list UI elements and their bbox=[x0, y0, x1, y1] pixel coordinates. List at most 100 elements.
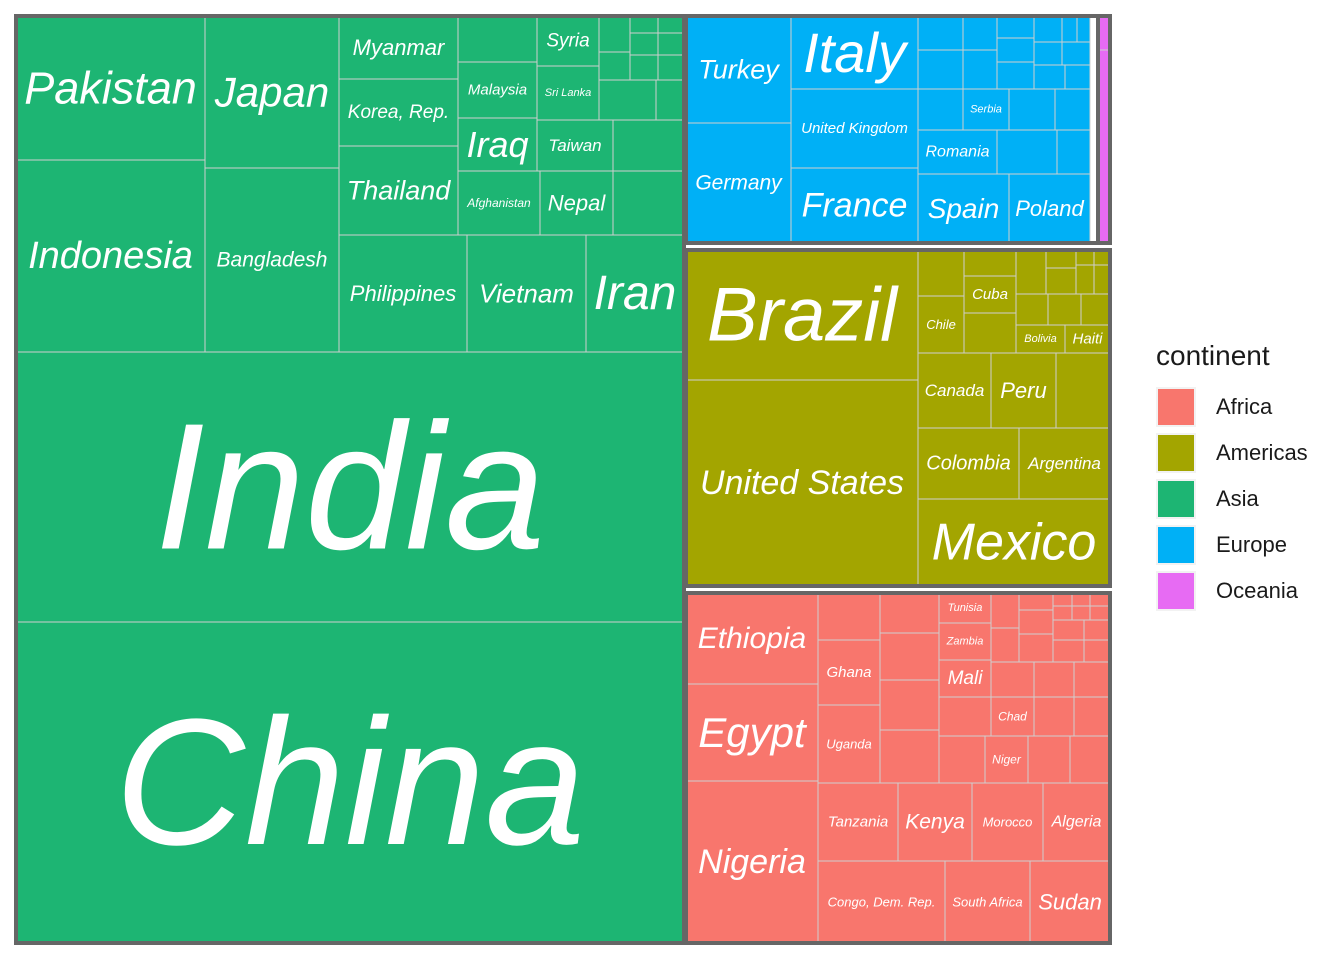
tile-unlabeled bbox=[963, 312, 1017, 354]
tile-unlabeled bbox=[629, 54, 659, 81]
tile-unlabeled bbox=[629, 32, 659, 56]
label-serbia: Serbia bbox=[970, 104, 1002, 116]
tile-unlabeled bbox=[1056, 129, 1091, 175]
tile-unlabeled bbox=[1018, 592, 1054, 611]
legend-swatch-asia bbox=[1156, 479, 1196, 519]
label-algeria: Algeria bbox=[1051, 814, 1102, 831]
tile-unlabeled bbox=[1033, 64, 1066, 90]
label-morocco: Morocco bbox=[983, 815, 1033, 830]
label-romania: Romania bbox=[925, 144, 989, 161]
label-sudan: Sudan bbox=[1038, 890, 1102, 915]
tile-myanmar bbox=[338, 15, 459, 80]
tile-unlabeled bbox=[1018, 609, 1054, 635]
tile-tunisia bbox=[938, 592, 992, 624]
tile-unlabeled bbox=[1033, 661, 1075, 698]
tile-unlabeled bbox=[1076, 15, 1091, 43]
tile-pakistan bbox=[15, 15, 206, 161]
tile-unlabeled bbox=[1064, 64, 1091, 90]
tile-niger bbox=[984, 735, 1029, 784]
continent-group-europe bbox=[685, 15, 1091, 244]
label-chile: Chile bbox=[926, 317, 956, 332]
tile-algeria bbox=[1042, 782, 1111, 862]
tile-italy bbox=[790, 15, 919, 90]
tile-unlabeled bbox=[996, 37, 1035, 63]
legend-swatch-africa bbox=[1156, 387, 1196, 427]
tile-taiwan bbox=[536, 119, 614, 172]
label-mexico: Mexico bbox=[932, 514, 1097, 572]
label-ghana: Ghana bbox=[826, 664, 871, 681]
tile-colombia bbox=[917, 427, 1020, 500]
tile-unlabeled bbox=[629, 15, 659, 34]
tile-unlabeled bbox=[1052, 619, 1085, 641]
tile-unlabeled bbox=[1008, 88, 1056, 131]
label-canada: Canada bbox=[925, 381, 985, 400]
tile-vietnam bbox=[466, 234, 587, 353]
label-tanzania: Tanzania bbox=[828, 814, 888, 831]
label-spain: Spain bbox=[928, 193, 1000, 224]
legend-label-oceania: Oceania bbox=[1216, 578, 1298, 603]
tile-unlabeled bbox=[657, 54, 685, 81]
label-malaysia: Malaysia bbox=[468, 82, 527, 99]
label-colombia: Colombia bbox=[926, 453, 1010, 475]
tile-unlabeled bbox=[1089, 605, 1111, 621]
tile-philippines bbox=[338, 234, 468, 353]
tile-unlabeled bbox=[1052, 605, 1073, 621]
tile-unlabeled bbox=[879, 592, 940, 634]
label-argentina: Argentina bbox=[1027, 454, 1101, 473]
tile-uganda bbox=[817, 704, 881, 784]
tile-unlabeled bbox=[657, 32, 685, 56]
tile-unlabeled bbox=[1047, 293, 1082, 326]
label-bolivia: Bolivia bbox=[1024, 333, 1056, 345]
legend-label-americas: Americas bbox=[1216, 440, 1308, 465]
tile-unlabeled bbox=[1075, 249, 1095, 266]
legend-item-oceania: Oceania bbox=[1156, 568, 1308, 614]
label-haiti: Haiti bbox=[1072, 331, 1103, 348]
legend-swatch-americas bbox=[1156, 433, 1196, 473]
tile-unlabeled bbox=[1061, 15, 1078, 43]
tile-chad bbox=[990, 696, 1035, 737]
tile-china bbox=[15, 621, 685, 944]
legend-item-europe: Europe bbox=[1156, 522, 1308, 568]
label-thailand: Thailand bbox=[347, 176, 452, 206]
tile-unlabeled bbox=[1015, 293, 1049, 326]
label-chad: Chad bbox=[998, 710, 1027, 724]
tile-unlabeled bbox=[598, 79, 657, 121]
label-ethiopia: Ethiopia bbox=[698, 622, 806, 655]
continent-border-oceania bbox=[1096, 14, 1112, 245]
label-cuba: Cuba bbox=[972, 286, 1008, 303]
tile-unlabeled bbox=[879, 679, 940, 731]
tile-unlabeled bbox=[1033, 696, 1075, 737]
tile-unlabeled bbox=[1069, 735, 1111, 784]
label-turkey: Turkey bbox=[698, 55, 780, 85]
tile-unlabeled bbox=[1083, 639, 1111, 663]
legend-label-africa: Africa bbox=[1216, 394, 1273, 419]
tile-unlabeled bbox=[990, 661, 1035, 698]
label-kenya: Kenya bbox=[905, 811, 965, 834]
label-india: India bbox=[155, 387, 545, 588]
tile-unlabeled bbox=[1093, 249, 1111, 266]
tile-unlabeled bbox=[1033, 15, 1063, 43]
tile-unlabeled bbox=[996, 129, 1058, 175]
tile-thailand bbox=[338, 145, 459, 236]
tile-unlabeled bbox=[917, 49, 964, 90]
tile-unlabeled bbox=[1027, 735, 1071, 784]
label-afghanistan: Afghanistan bbox=[466, 196, 531, 210]
label-nigeria: Nigeria bbox=[698, 843, 806, 881]
tile-iran bbox=[585, 234, 685, 353]
tile-unlabeled bbox=[612, 119, 685, 172]
tile-unlabeled bbox=[990, 592, 1020, 629]
tile-unlabeled bbox=[817, 592, 881, 641]
tile-unlabeled bbox=[1033, 41, 1063, 66]
tile-unlabeled bbox=[1054, 88, 1091, 131]
tile-unlabeled bbox=[996, 15, 1035, 39]
tile-unlabeled bbox=[938, 696, 992, 737]
label-bangladesh: Bangladesh bbox=[217, 249, 328, 272]
tile-unlabeled bbox=[1073, 661, 1111, 698]
tile-united-kingdom bbox=[790, 88, 919, 169]
label-indonesia: Indonesia bbox=[28, 235, 193, 277]
tile-unlabeled bbox=[598, 15, 631, 53]
label-united-kingdom: United Kingdom bbox=[801, 120, 908, 137]
label-egypt: Egypt bbox=[698, 709, 808, 756]
legend-item-asia: Asia bbox=[1156, 476, 1308, 522]
label-myanmar: Myanmar bbox=[353, 35, 446, 60]
